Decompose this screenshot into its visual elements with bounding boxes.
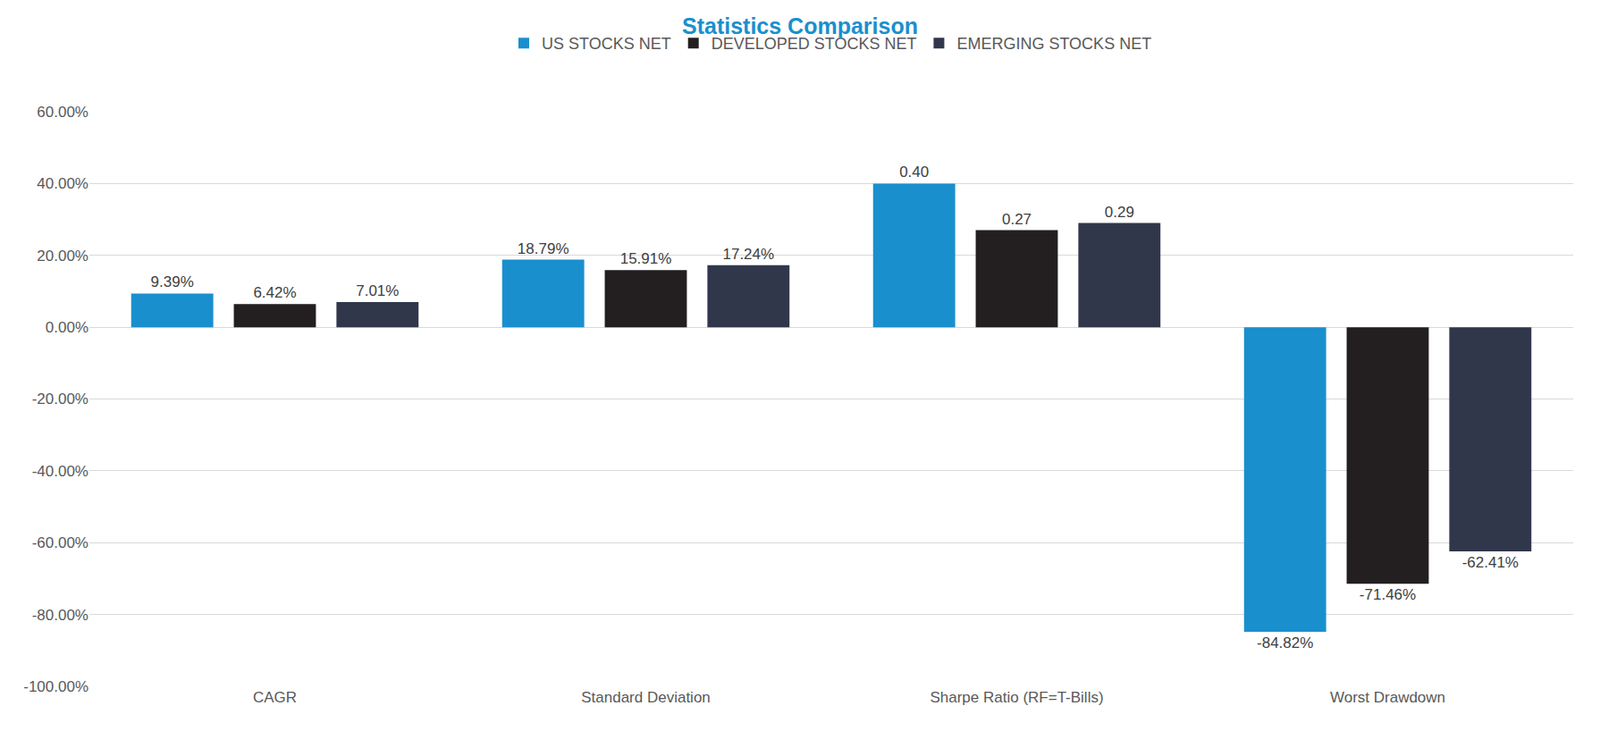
svg-text:0.00%: 0.00% (45, 319, 89, 337)
svg-text:Sharpe Ratio (RF=T-Bills): Sharpe Ratio (RF=T-Bills) (929, 689, 1104, 707)
svg-text:-71.46%: -71.46% (1359, 586, 1416, 604)
svg-text:US STOCKS NET: US STOCKS NET (541, 34, 672, 53)
svg-text:0.40: 0.40 (899, 163, 929, 181)
svg-text:20.00%: 20.00% (36, 247, 89, 265)
svg-text:-80.00%: -80.00% (32, 606, 89, 624)
svg-text:CAGR: CAGR (252, 689, 297, 707)
svg-text:DEVELOPED STOCKS NET: DEVELOPED STOCKS NET (711, 34, 918, 53)
svg-text:9.39%: 9.39% (151, 273, 194, 291)
svg-text:40.00%: 40.00% (36, 175, 89, 193)
svg-text:15.91%: 15.91% (620, 250, 673, 268)
svg-text:Statistics Comparison: Statistics Comparison (682, 13, 918, 39)
svg-text:-40.00%: -40.00% (32, 463, 89, 480)
svg-text:Worst Drawdown: Worst Drawdown (1330, 689, 1446, 707)
svg-text:6.42%: 6.42% (252, 284, 296, 302)
svg-text:7.01%: 7.01% (355, 282, 399, 300)
svg-text:-20.00%: -20.00% (32, 390, 89, 408)
svg-text:EMERGING STOCKS NET: EMERGING STOCKS NET (956, 34, 1152, 53)
svg-text:0.29: 0.29 (1104, 203, 1135, 221)
svg-text:-60.00%: -60.00% (32, 534, 89, 552)
svg-text:17.24%: 17.24% (722, 245, 775, 263)
svg-text:Standard Deviation: Standard Deviation (581, 689, 711, 707)
svg-text:18.79%: 18.79% (517, 240, 570, 258)
svg-text:0.27: 0.27 (1002, 210, 1032, 228)
svg-text:-100.00%: -100.00% (23, 678, 89, 696)
svg-text:-84.82%: -84.82% (1256, 634, 1314, 652)
svg-text:-62.41%: -62.41% (1462, 554, 1519, 572)
svg-text:60.00%: 60.00% (36, 103, 89, 121)
